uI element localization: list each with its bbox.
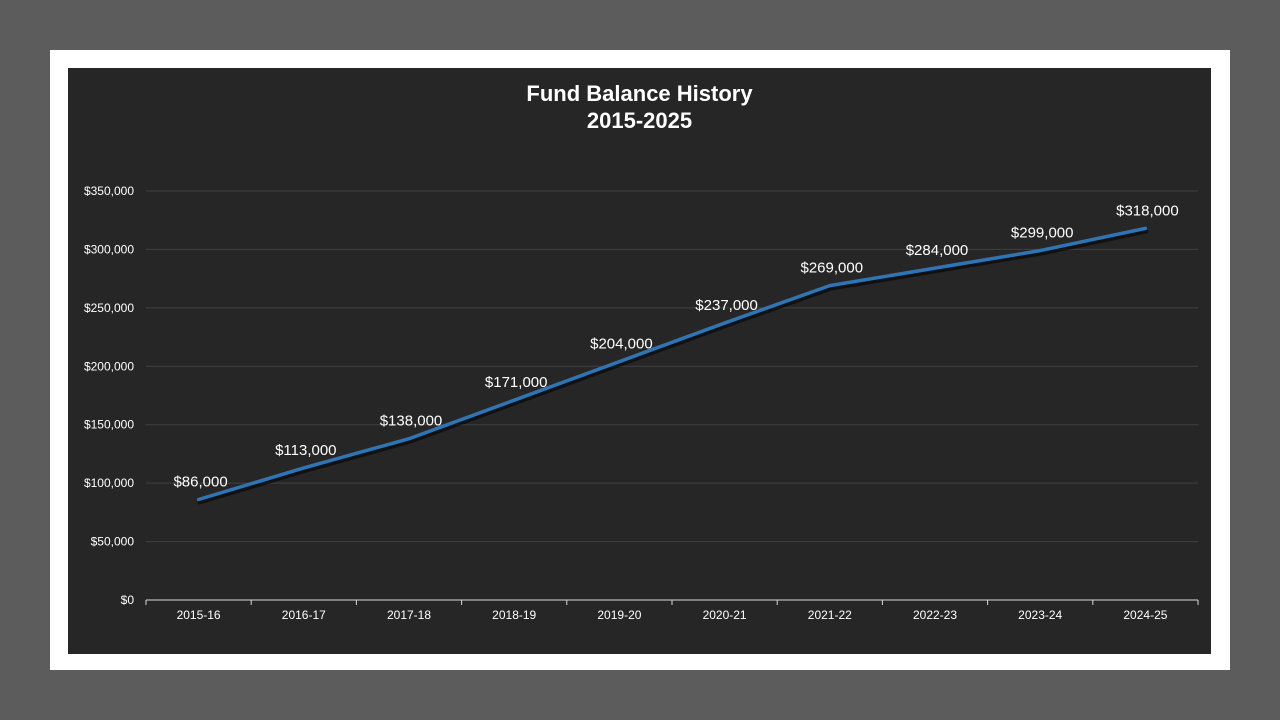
x-tick-label: 2021-22 — [808, 608, 852, 622]
data-label: $113,000 — [275, 442, 336, 459]
y-tick-label: $0 — [121, 593, 135, 607]
data-label: $318,000 — [1116, 202, 1179, 219]
x-tick-label: 2024-25 — [1123, 608, 1167, 622]
x-tick-label: 2019-20 — [597, 608, 641, 622]
y-tick-label: $200,000 — [84, 359, 134, 373]
chart-title: Fund Balance History — [526, 81, 753, 106]
data-label: $138,000 — [380, 413, 443, 430]
data-label: $237,000 — [695, 297, 758, 314]
y-tick-label: $150,000 — [84, 418, 134, 432]
y-tick-label: $250,000 — [84, 301, 134, 315]
chart-area: Fund Balance History 2015-2025 $0 $50,000… — [68, 68, 1211, 654]
x-tick-label: 2016-17 — [282, 608, 326, 622]
data-label: $171,000 — [485, 374, 548, 391]
data-label: $204,000 — [590, 336, 653, 353]
y-tick-label: $100,000 — [84, 476, 134, 490]
x-tick-label: 2017-18 — [387, 608, 431, 622]
chart-title-block: Fund Balance History 2015-2025 — [68, 80, 1211, 134]
series-line-shadow — [197, 229, 1149, 505]
line-chart: $0 $50,000 $100,000 $150,000 $200,000 $250,00… — [84, 184, 1199, 622]
chart-subtitle: 2015-2025 — [586, 108, 693, 133]
y-tick-label: $350,000 — [84, 184, 134, 198]
x-tick-label: 2023-24 — [1018, 608, 1062, 622]
data-label: $299,000 — [1011, 225, 1074, 242]
data-label: $269,000 — [801, 260, 864, 277]
chart-frame: Fund Balance History 2015-2025 $0 $50,000… — [50, 50, 1230, 670]
data-label: $86,000 — [173, 474, 227, 491]
x-tick-label: 2018-19 — [492, 608, 536, 622]
x-tick-label: 2020-21 — [703, 608, 747, 622]
x-tick-label: 2022-23 — [913, 608, 957, 622]
y-tick-label: $50,000 — [91, 535, 135, 549]
series-line — [196, 226, 1148, 502]
x-tick-label: 2015-16 — [177, 608, 221, 622]
data-label: $284,000 — [906, 242, 969, 259]
y-tick-label: $300,000 — [84, 242, 134, 256]
